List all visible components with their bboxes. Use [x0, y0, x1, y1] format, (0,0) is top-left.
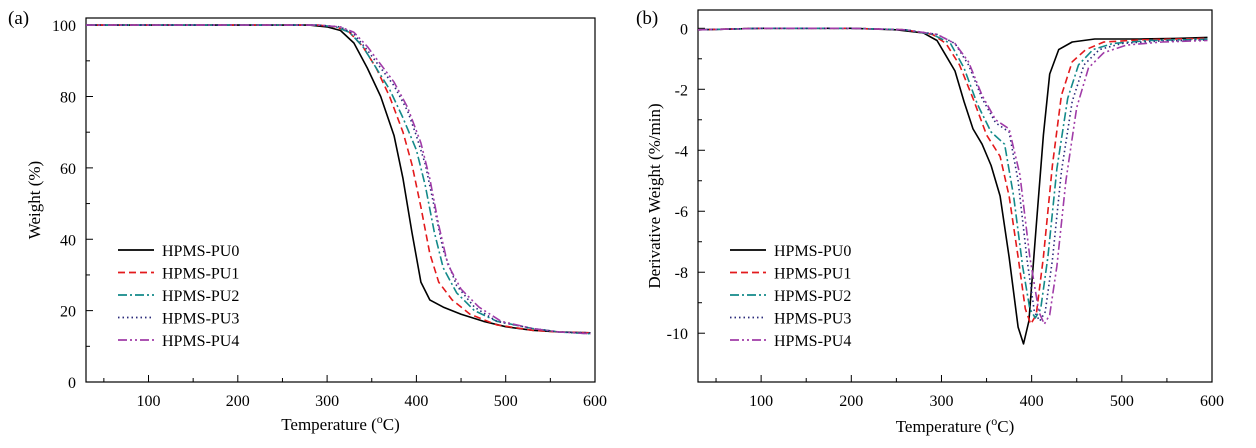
legend-label: HPMS-PU0 [774, 243, 851, 260]
x-tick-label: 300 [929, 393, 953, 410]
x-tick-label: 100 [137, 393, 161, 410]
series-line-hpms-pu0 [698, 27, 1208, 345]
y-tick-label: 20 [60, 304, 76, 321]
y-tick-label: 0 [680, 21, 688, 38]
x-tick-label: 200 [839, 393, 863, 410]
chart-panel-b: (b) 100 200 300 400 500 600 0 -2 -4 -6 -8 -10 Tempera… [636, 8, 1224, 436]
y-tick-label: -4 [675, 143, 688, 160]
y-tick-label: 60 [60, 161, 76, 178]
legend: HPMS-PU0 HPMS-PU1 HPMS-PU2 HPMS-PU3 HPMS-PU4 [118, 243, 239, 350]
legend-label: HPMS-PU1 [162, 266, 239, 283]
panel-label: (b) [636, 8, 658, 29]
x-tick-label: 400 [404, 393, 428, 410]
series-line-hpms-pu4 [86, 24, 591, 335]
y-tick-label: -6 [675, 204, 688, 221]
y-tick-label: -10 [667, 326, 688, 343]
y-tick-label: 100 [52, 18, 76, 35]
legend-label: HPMS-PU4 [162, 333, 239, 350]
x-tick-label: 500 [494, 393, 518, 410]
y-tick-label: -8 [675, 265, 688, 282]
series-line-hpms-pu1 [698, 27, 1208, 325]
series-line-hpms-pu3 [86, 24, 591, 334]
y-axis-title: Weight (%) [25, 161, 44, 239]
plot-frame [697, 9, 1213, 383]
x-axis-title: Temperature (oC) [896, 414, 1015, 436]
y-tick-label: 0 [68, 375, 76, 392]
plot-frame [85, 17, 596, 383]
series-line-hpms-pu2 [698, 27, 1208, 319]
series-line-hpms-pu1 [86, 24, 591, 334]
legend-label: HPMS-PU1 [774, 266, 851, 283]
legend-label: HPMS-PU2 [774, 288, 851, 305]
chart-panel-a: (a) 100 200 300 400 500 600 0 20 40 60 80 100 Tempera… [8, 8, 607, 434]
x-axis-title: Temperature (oC) [281, 412, 400, 434]
y-tick-label: 80 [60, 90, 76, 107]
y-tick-label: 40 [60, 232, 76, 249]
y-axis-title: Derivative Weight (%/min) [645, 103, 664, 288]
x-tick-label: 400 [1020, 393, 1044, 410]
legend-label: HPMS-PU3 [162, 311, 239, 328]
x-tick-label: 500 [1110, 393, 1134, 410]
legend: HPMS-PU0 HPMS-PU1 HPMS-PU2 HPMS-PU3 HPMS-PU4 [730, 243, 851, 350]
series-line-hpms-pu0 [86, 24, 591, 334]
x-tick-label: 600 [583, 393, 607, 410]
x-tick-label: 200 [226, 393, 250, 410]
y-tick-label: -2 [675, 82, 688, 99]
x-tick-label: 100 [749, 393, 773, 410]
legend-label: HPMS-PU2 [162, 288, 239, 305]
series-line-hpms-pu4 [698, 27, 1208, 325]
legend-label: HPMS-PU3 [774, 311, 851, 328]
x-tick-label: 300 [315, 393, 339, 410]
legend-label: HPMS-PU0 [162, 243, 239, 260]
x-tick-label: 600 [1200, 393, 1224, 410]
legend-label: HPMS-PU4 [774, 333, 851, 350]
panel-label: (a) [8, 8, 29, 29]
series-line-hpms-pu3 [698, 27, 1208, 322]
